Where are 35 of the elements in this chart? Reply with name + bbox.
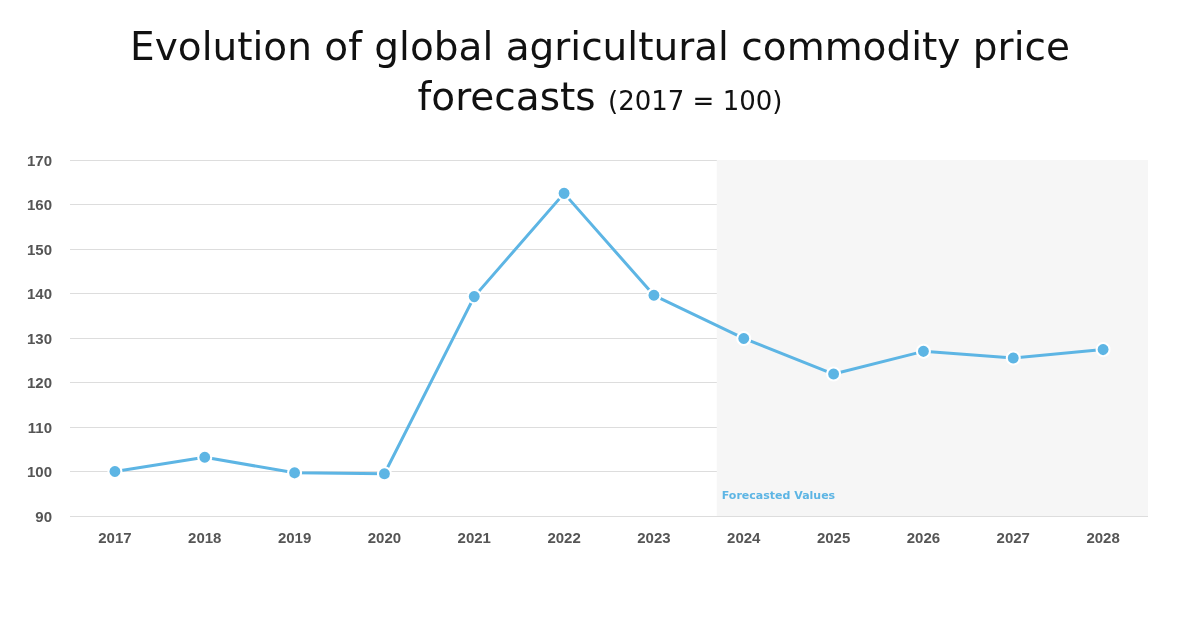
y-tick-label: 130 [26, 329, 52, 347]
y-tick-label: 150 [26, 240, 52, 258]
point [556, 185, 572, 201]
y-tick-label: 100 [26, 463, 52, 480]
x-tick-label: 2026 [906, 529, 941, 546]
y-tick-label: 170 [26, 151, 52, 169]
x-tick-label: 2025 [816, 529, 851, 546]
point [646, 287, 662, 303]
x-tick-label: 2021 [457, 529, 491, 546]
chart-subtitle: (2017 = 100) [608, 86, 783, 116]
point [1095, 342, 1111, 358]
x-tick-label: 2017 [98, 529, 132, 546]
band-label: Forecasted Values [721, 489, 836, 502]
y-tick-label: 160 [26, 196, 52, 213]
x-tick-label: 2028 [1086, 529, 1120, 546]
point [466, 289, 482, 305]
point [197, 449, 213, 465]
x-tick-label: 2023 [637, 529, 671, 546]
x-tick-label: 2019 [277, 529, 312, 546]
point [826, 366, 842, 382]
y-tick-label: 120 [26, 374, 52, 391]
y-tick-label: 140 [26, 285, 52, 302]
x-tick-label: 2027 [996, 529, 1030, 546]
point [107, 464, 123, 479]
point [287, 465, 303, 481]
x-tick-label: 2018 [188, 529, 222, 546]
y-tick-label: 90 [35, 507, 52, 525]
point [736, 330, 752, 346]
point [376, 466, 392, 482]
x-tick-label: 2020 [367, 529, 402, 546]
x-tick-label: 2022 [547, 529, 581, 546]
point [1005, 350, 1021, 366]
point [915, 343, 931, 359]
x-tick-label: 2024 [727, 529, 762, 546]
y-tick-label: 110 [27, 418, 52, 436]
